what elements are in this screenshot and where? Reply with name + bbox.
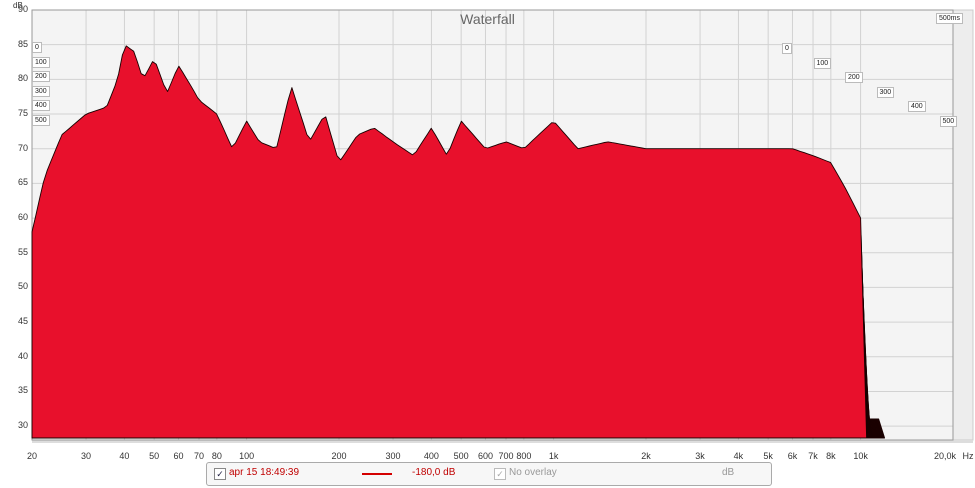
y-axis-label: dB: [13, 1, 23, 10]
x-tick-label: 2k: [641, 451, 651, 461]
time-tick-right: 0: [782, 43, 792, 54]
x-tick-label: 1k: [548, 451, 559, 461]
waterfall-slice: [31, 45, 868, 439]
x-tick-label: 100: [239, 451, 255, 461]
x-tick-label: 10k: [853, 451, 868, 461]
time-tick-right: 100: [813, 57, 832, 69]
y-tick-label: 90: [17, 4, 28, 14]
x-tick-label: 50: [149, 451, 160, 461]
y-tick-label: 60: [17, 212, 28, 223]
time-tick-left: 300: [32, 85, 50, 97]
time-tick-left: 500: [32, 114, 50, 126]
y-tick-label: 85: [17, 38, 28, 49]
y-tick-label: 45: [17, 316, 28, 327]
y-tick-label: 70: [17, 142, 28, 153]
x-tick-label: 80: [211, 451, 222, 461]
x-tick-label: 300: [385, 451, 401, 461]
x-tick-label: 7k: [808, 451, 818, 461]
x-tick-label: 400: [423, 451, 439, 461]
trace-color-swatch: [362, 473, 392, 475]
x-tick-label: 3k: [695, 451, 705, 461]
y-tick-label: 40: [17, 350, 28, 361]
time-tick-left: 0: [32, 42, 42, 53]
legend-bar: ✓ apr 15 18:49:39 -180,0 dB ✓ No overlay…: [206, 462, 772, 486]
x-tick-label: 40: [119, 451, 130, 461]
time-tick-right: 300: [876, 86, 895, 98]
y-tick-label: 35: [17, 385, 28, 396]
overlay-label[interactable]: No overlay: [509, 467, 557, 478]
x-tick-label: 20,0k: [933, 451, 957, 461]
time-tick-right: 500: [939, 115, 958, 127]
x-tick-label: 8k: [826, 451, 836, 461]
plot-frame: [31, 9, 954, 441]
overlay-unit: dB: [722, 467, 735, 478]
y-tick-label: 55: [17, 246, 28, 257]
time-tick-left: 100: [32, 56, 50, 68]
x-tick-label: 6k: [787, 451, 798, 461]
time-tick-right: 400: [908, 101, 926, 112]
x-tick-label: 30: [81, 451, 92, 461]
overlay-checkbox[interactable]: ✓: [494, 468, 506, 480]
side-wall: [952, 9, 974, 441]
x-tick-label: 700: [498, 451, 514, 461]
chart-title: Waterfall: [460, 11, 515, 27]
x-tick-label: 200: [331, 451, 347, 461]
x-tick-label: 800: [516, 451, 532, 461]
time-axis-title: 500ms: [935, 13, 963, 24]
x-tick-label: 5k: [763, 451, 773, 461]
x-tick-label: 4k: [733, 451, 744, 461]
measurement-label[interactable]: apr 15 18:49:39: [229, 467, 300, 478]
y-tick-label: 30: [17, 420, 28, 431]
measurement-checkbox[interactable]: ✓: [214, 468, 226, 480]
time-tick-left: 400: [32, 100, 50, 111]
time-tick-right: 200: [845, 72, 863, 83]
y-tick-label: 80: [17, 73, 28, 84]
x-tick-label: 500: [453, 451, 469, 461]
waterfall-slices: [31, 45, 886, 439]
floor: [32, 440, 973, 443]
y-tick-label: 50: [17, 281, 28, 292]
y-tick-label: 65: [17, 177, 28, 188]
x-tick-label: 70: [194, 451, 205, 461]
time-tick-left: 200: [32, 71, 50, 82]
cursor-value: -180,0 dB: [412, 467, 456, 478]
x-unit-label: Hz: [962, 451, 974, 461]
x-tick-label: 600: [477, 451, 493, 461]
y-tick-label: 75: [17, 108, 28, 119]
x-tick-label: 20: [26, 451, 38, 461]
x-tick-label: 60: [173, 451, 184, 461]
